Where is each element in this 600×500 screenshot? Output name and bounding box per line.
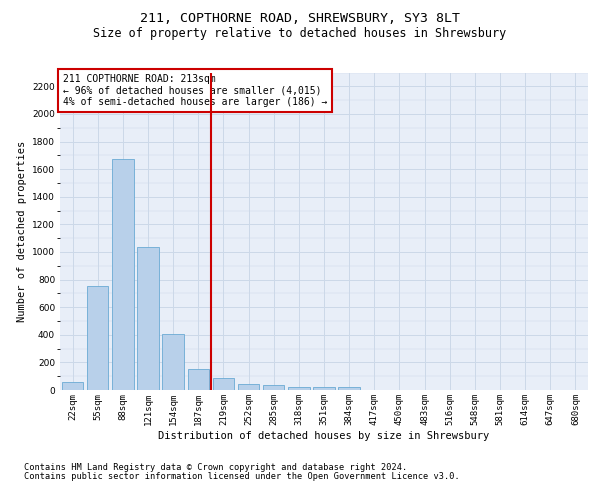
Bar xyxy=(313,387,335,390)
Text: Contains public sector information licensed under the Open Government Licence v3: Contains public sector information licen… xyxy=(24,472,460,481)
Bar xyxy=(263,385,284,390)
Bar xyxy=(188,370,209,390)
Bar xyxy=(62,382,83,390)
Bar xyxy=(137,247,158,390)
Text: Size of property relative to detached houses in Shrewsbury: Size of property relative to detached ho… xyxy=(94,27,506,40)
Bar xyxy=(112,159,134,390)
Bar xyxy=(87,286,109,390)
Bar xyxy=(238,384,259,390)
Bar xyxy=(338,387,360,390)
Y-axis label: Number of detached properties: Number of detached properties xyxy=(17,140,26,322)
Text: 211, COPTHORNE ROAD, SHREWSBURY, SY3 8LT: 211, COPTHORNE ROAD, SHREWSBURY, SY3 8LT xyxy=(140,12,460,26)
Text: Contains HM Land Registry data © Crown copyright and database right 2024.: Contains HM Land Registry data © Crown c… xyxy=(24,464,407,472)
Bar xyxy=(288,386,310,390)
Bar xyxy=(213,378,234,390)
X-axis label: Distribution of detached houses by size in Shrewsbury: Distribution of detached houses by size … xyxy=(158,430,490,440)
Bar xyxy=(163,334,184,390)
Text: 211 COPTHORNE ROAD: 213sqm
← 96% of detached houses are smaller (4,015)
4% of se: 211 COPTHORNE ROAD: 213sqm ← 96% of deta… xyxy=(62,74,327,108)
